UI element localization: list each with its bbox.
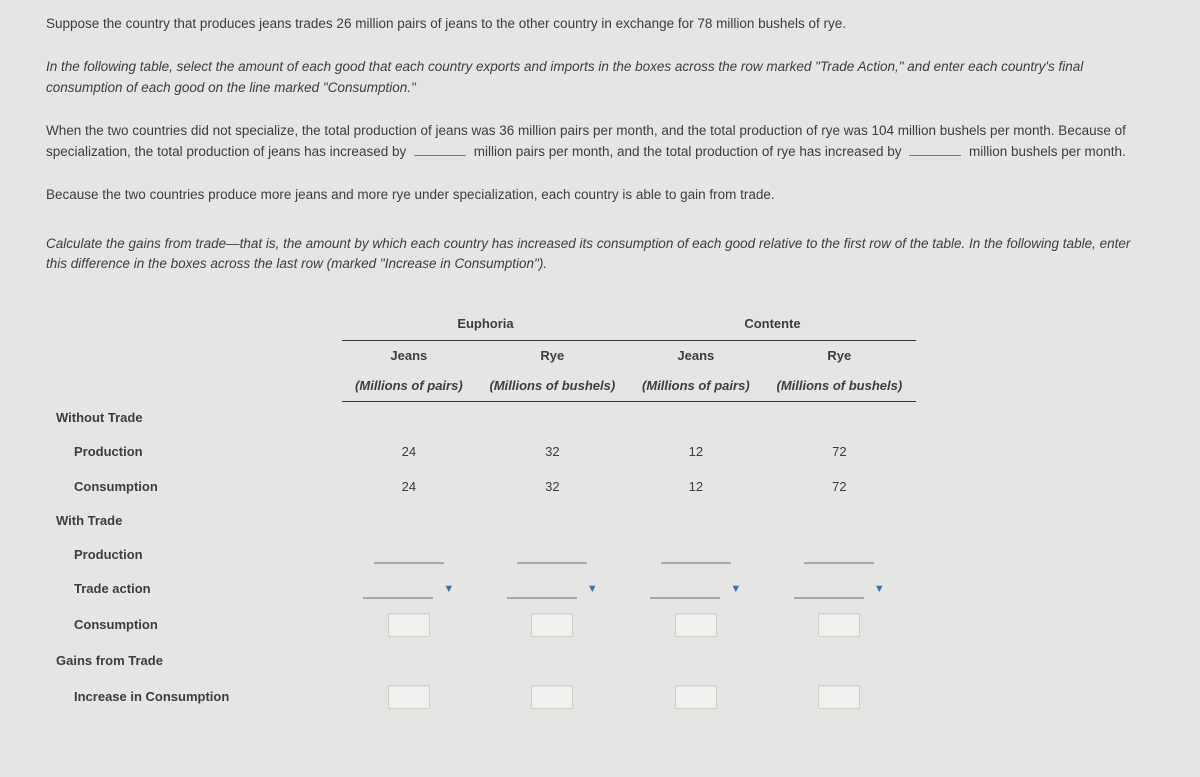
paragraph-fill-in-production: When the two countries did not specializ…: [46, 121, 1154, 163]
paragraph-gain-statement: Because the two countries produce more j…: [46, 185, 1154, 206]
row-consumption-2: Consumption: [46, 606, 342, 644]
dropdown-ta-c1g1[interactable]: [363, 581, 433, 599]
blank-jeans-increase[interactable]: [414, 142, 466, 156]
sub-jeans-2: Jeans: [629, 340, 763, 371]
cell-wt-prod-c1g1: 24: [342, 435, 476, 469]
cell-wt-prod-c1g2: 32: [476, 435, 629, 469]
dropdown-ta-c1g2[interactable]: [507, 581, 577, 599]
row-production-1: Production: [46, 435, 342, 469]
input-cons2-c2g2[interactable]: [818, 613, 860, 637]
unit-pairs-2: (Millions of pairs): [629, 371, 763, 402]
cell-wt-cons-c1g1: 24: [342, 470, 476, 504]
input-cons2-c1g2[interactable]: [531, 613, 573, 637]
input-wt2-prod-c1g1[interactable]: [374, 546, 444, 564]
row-with-trade: With Trade: [46, 504, 342, 538]
cell-wt-cons-c2g2: 72: [763, 470, 916, 504]
chevron-down-icon[interactable]: ▼: [874, 581, 885, 598]
paragraph-instruction-1: In the following table, select the amoun…: [46, 57, 1154, 99]
paragraph-instruction-2: Calculate the gains from trade—that is, …: [46, 234, 1154, 276]
input-wt2-prod-c1g2[interactable]: [517, 546, 587, 564]
chevron-down-icon[interactable]: ▼: [587, 581, 598, 598]
input-cons2-c1g1[interactable]: [388, 613, 430, 637]
dropdown-ta-c2g1[interactable]: [650, 581, 720, 599]
row-production-2: Production: [46, 538, 342, 572]
chevron-down-icon[interactable]: ▼: [443, 581, 454, 598]
input-wt2-prod-c2g1[interactable]: [661, 546, 731, 564]
row-increase: Increase in Consumption: [46, 678, 342, 716]
p3-part-b: million pairs per month, and the total p…: [470, 144, 905, 159]
country-header-euphoria: Euphoria: [342, 309, 629, 340]
unit-bushels-1: (Millions of bushels): [476, 371, 629, 402]
row-gains: Gains from Trade: [46, 644, 342, 678]
chevron-down-icon[interactable]: ▼: [730, 581, 741, 598]
input-inc-c1g2[interactable]: [531, 685, 573, 709]
unit-pairs-1: (Millions of pairs): [342, 371, 476, 402]
country-header-contente: Contente: [629, 309, 916, 340]
cell-wt-cons-c2g1: 12: [629, 470, 763, 504]
paragraph-scenario: Suppose the country that produces jeans …: [46, 14, 1154, 35]
blank-rye-increase[interactable]: [909, 142, 961, 156]
input-wt2-prod-c2g2[interactable]: [804, 546, 874, 564]
cell-wt-prod-c2g1: 12: [629, 435, 763, 469]
cell-wt-prod-c2g2: 72: [763, 435, 916, 469]
input-inc-c2g2[interactable]: [818, 685, 860, 709]
dropdown-ta-c2g2[interactable]: [794, 581, 864, 599]
input-inc-c2g1[interactable]: [675, 685, 717, 709]
table-corner: [46, 309, 342, 340]
row-without-trade: Without Trade: [46, 401, 342, 435]
sub-rye-2: Rye: [763, 340, 916, 371]
input-inc-c1g1[interactable]: [388, 685, 430, 709]
p3-part-c: million bushels per month.: [965, 144, 1126, 159]
input-cons2-c2g1[interactable]: [675, 613, 717, 637]
unit-bushels-2: (Millions of bushels): [763, 371, 916, 402]
sub-jeans-1: Jeans: [342, 340, 476, 371]
row-trade-action: Trade action: [46, 572, 342, 606]
trade-table: Euphoria Contente Jeans Rye Jeans Rye (M…: [46, 309, 916, 716]
cell-wt-cons-c1g2: 32: [476, 470, 629, 504]
row-consumption-1: Consumption: [46, 470, 342, 504]
sub-rye-1: Rye: [476, 340, 629, 371]
